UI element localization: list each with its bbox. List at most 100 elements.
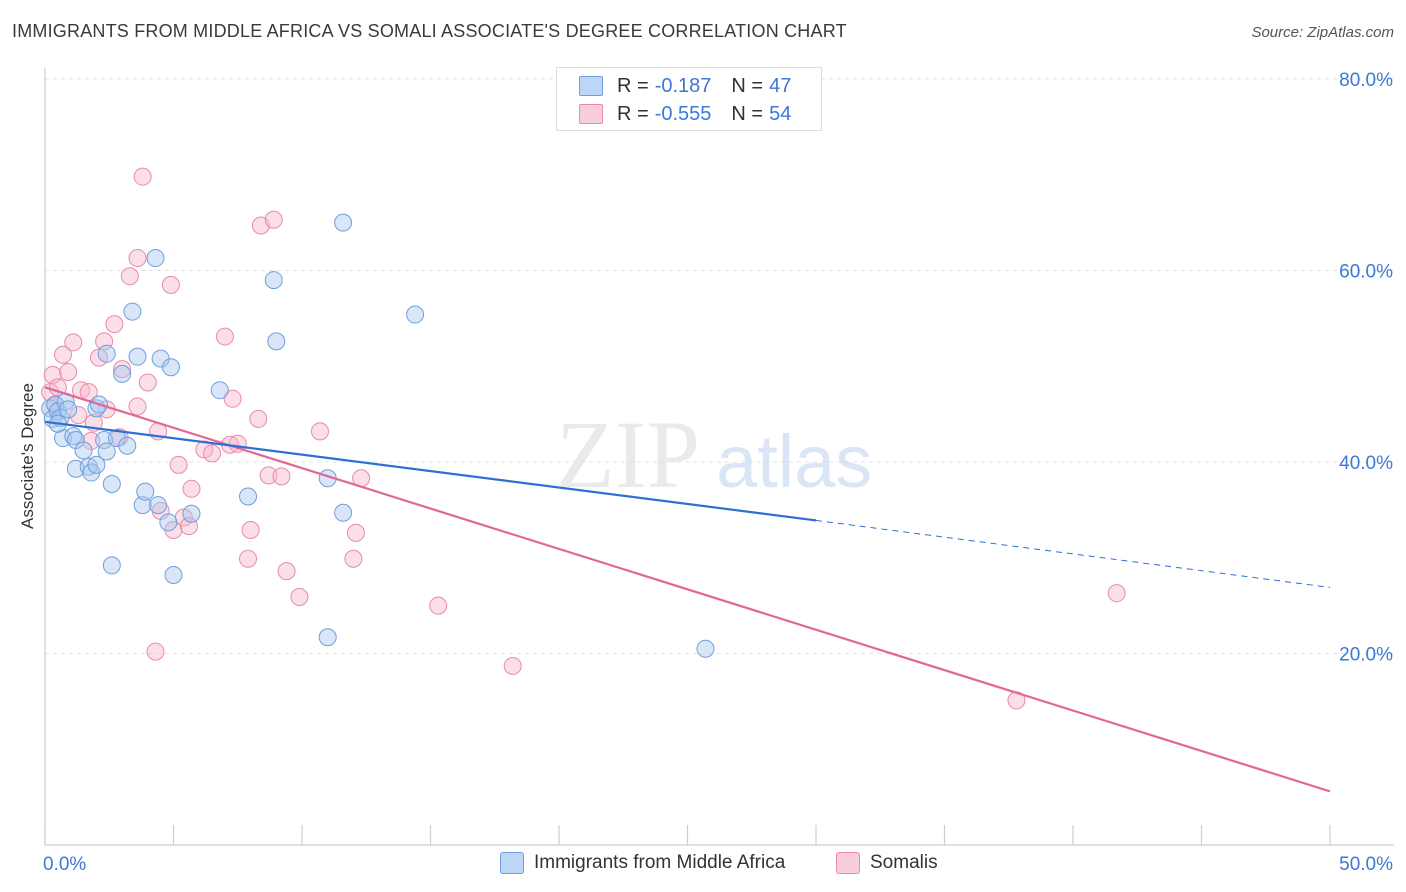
middle-africa-point (74, 441, 93, 460)
legend-n-label: N = (731, 102, 764, 125)
axes (44, 68, 1394, 846)
middle-africa-point (66, 430, 85, 449)
watermark: ZIP atlas (556, 401, 872, 508)
middle-africa-point (239, 487, 258, 506)
watermark-atlas: atlas (716, 420, 872, 503)
somalis-point (264, 210, 283, 229)
bottom-legend-middle-africa[interactable]: Immigrants from Middle Africa (500, 852, 785, 874)
legend-swatch-blue (579, 76, 603, 96)
source-credit: Source: ZipAtlas.com (1251, 24, 1394, 41)
somalis-point (64, 333, 83, 352)
middle-africa-point (107, 429, 126, 448)
legend-r-label: R = (617, 74, 649, 97)
middle-africa-point (406, 305, 425, 324)
somalis-point (120, 267, 139, 286)
middle-africa-trend-line (44, 420, 817, 522)
legend-r-label: R = (617, 102, 649, 125)
legend-r-value: -0.187 (654, 74, 712, 97)
middle-africa-point (164, 565, 183, 584)
x-tick-label: 50.0% (1339, 854, 1393, 875)
bottom-legend-label: Somalis (870, 852, 938, 873)
somalis-point (105, 315, 124, 334)
somalis-point (346, 523, 365, 542)
somalis-point (241, 520, 260, 539)
middle-africa-point (696, 639, 715, 658)
middle-africa-point (161, 358, 180, 377)
somalis-points (41, 167, 1126, 710)
legend-row-somalis: R = -0.555 N = 54 (579, 101, 811, 127)
somalis-point (113, 360, 132, 379)
somalis-point (1107, 584, 1126, 603)
somalis-point (182, 479, 201, 498)
middle-africa-point (334, 503, 353, 522)
middle-africa-point (128, 347, 147, 366)
somalis-point (277, 562, 296, 581)
somalis-point (290, 588, 309, 607)
somalis-point (239, 549, 258, 568)
somalis-point (310, 422, 329, 441)
somalis-point (203, 444, 222, 463)
middle-africa-point (102, 556, 121, 575)
middle-africa-point (264, 271, 283, 290)
chart-title: IMMIGRANTS FROM MIDDLE AFRICA VS SOMALI … (12, 21, 847, 41)
middle-africa-point (59, 400, 78, 419)
y-tick-label: 60.0% (1339, 262, 1393, 283)
legend-n-value: 47 (769, 74, 792, 97)
bottom-legend-swatch-blue (500, 852, 524, 874)
middle-africa-point (318, 628, 337, 647)
somalis-point (344, 549, 363, 568)
middle-africa-point (133, 496, 152, 515)
x-tick-label: 0.0% (43, 854, 86, 875)
somalis-trend-line (44, 386, 1331, 793)
middle-africa-point (182, 504, 201, 523)
somalis-point (53, 345, 72, 364)
middle-africa-point (102, 475, 121, 494)
middle-africa-point (146, 249, 165, 268)
somalis-point (69, 406, 88, 425)
somalis-point (128, 249, 147, 268)
middle-africa-point (113, 364, 132, 383)
legend-r-value: -0.555 (654, 102, 712, 125)
somalis-point (169, 455, 188, 474)
y-tick-label: 20.0% (1339, 645, 1393, 666)
somalis-point (429, 596, 448, 615)
bottom-legend-somalis[interactable]: Somalis (836, 852, 938, 874)
somalis-point (259, 466, 278, 485)
somalis-point (223, 389, 242, 408)
somalis-point (138, 373, 157, 392)
somalis-point (249, 409, 268, 428)
middle-africa-point (334, 213, 353, 232)
legend-row-middle-africa: R = -0.187 N = 47 (579, 73, 811, 99)
somalis-point (146, 642, 165, 661)
watermark-zip: ZIP (556, 401, 700, 508)
middle-africa-point (149, 496, 168, 515)
y-tick-label: 80.0% (1339, 70, 1393, 91)
legend-n-label: N = (731, 74, 764, 97)
y-axis-label: Associate's Degree (18, 383, 37, 529)
somalis-point (272, 467, 291, 486)
somalis-point (161, 275, 180, 294)
middle-africa-point (210, 381, 229, 400)
middle-africa-trend-extension (815, 519, 1331, 588)
bottom-legend-swatch-pink (836, 852, 860, 874)
stats-legend: R = -0.187 N = 47 R = -0.555 N = 54 (556, 67, 822, 131)
middle-africa-point (123, 302, 142, 321)
middle-africa-point (97, 344, 116, 363)
middle-africa-point (159, 513, 178, 532)
y-tick-label: 40.0% (1339, 453, 1393, 474)
tick-labels: 20.0% 40.0% 60.0% 80.0% 0.0% 50.0% (43, 70, 1393, 875)
middle-africa-points (41, 213, 715, 658)
trend-lines (44, 386, 1331, 793)
middle-africa-point (118, 436, 137, 455)
somalis-point (215, 327, 234, 346)
middle-africa-point (136, 482, 155, 501)
bottom-legend-label: Immigrants from Middle Africa (534, 852, 786, 873)
middle-africa-point (87, 455, 106, 474)
legend-n-value: 54 (769, 102, 792, 125)
middle-africa-point (267, 332, 286, 351)
somalis-point (128, 397, 147, 416)
somalis-point (133, 167, 152, 186)
middle-africa-point (97, 442, 116, 461)
legend-swatch-pink (579, 104, 603, 124)
